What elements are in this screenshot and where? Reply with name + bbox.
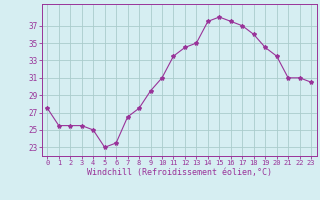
X-axis label: Windchill (Refroidissement éolien,°C): Windchill (Refroidissement éolien,°C) — [87, 168, 272, 177]
